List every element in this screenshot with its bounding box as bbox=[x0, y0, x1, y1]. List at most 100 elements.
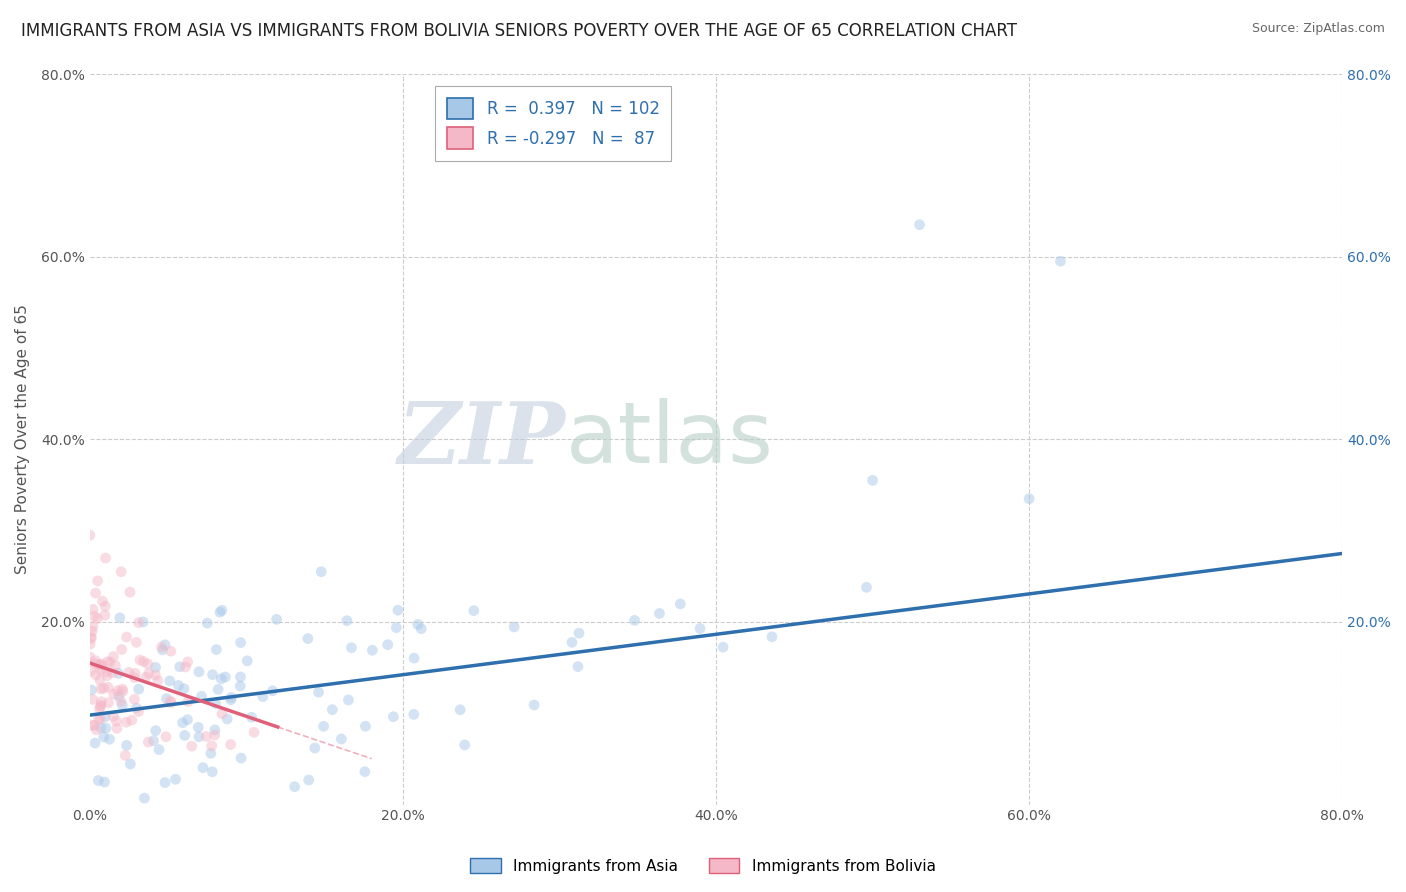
Point bbox=[101, 665, 124, 680]
Point bbox=[252, 690, 274, 704]
Point bbox=[82, 692, 104, 706]
Point bbox=[80, 630, 103, 644]
Point bbox=[97, 655, 120, 669]
Point bbox=[159, 673, 181, 688]
Point bbox=[354, 719, 377, 733]
Point bbox=[312, 719, 335, 733]
Point bbox=[214, 670, 236, 684]
Point bbox=[669, 597, 692, 611]
Point bbox=[136, 657, 159, 671]
Point bbox=[98, 732, 121, 747]
Point bbox=[337, 693, 360, 707]
Point bbox=[561, 635, 583, 649]
Point bbox=[150, 640, 173, 654]
Point bbox=[90, 657, 112, 671]
Point bbox=[94, 608, 117, 623]
Point bbox=[243, 725, 266, 739]
Point bbox=[855, 580, 877, 594]
Point bbox=[94, 710, 117, 724]
Point bbox=[187, 730, 209, 744]
Point bbox=[146, 673, 169, 688]
Point bbox=[105, 722, 128, 736]
Point bbox=[385, 621, 408, 635]
Point bbox=[128, 705, 150, 719]
Point bbox=[411, 622, 433, 636]
Point bbox=[115, 715, 138, 730]
Point bbox=[118, 585, 141, 599]
Point bbox=[104, 658, 127, 673]
Point bbox=[93, 681, 115, 696]
Point bbox=[211, 706, 233, 721]
Point bbox=[84, 668, 107, 682]
Point bbox=[89, 701, 111, 715]
Point bbox=[219, 738, 242, 752]
Point bbox=[463, 604, 485, 618]
Text: ZIP: ZIP bbox=[398, 398, 565, 481]
Point bbox=[90, 695, 112, 709]
Point bbox=[124, 666, 146, 681]
Point bbox=[79, 664, 101, 678]
Text: Source: ZipAtlas.com: Source: ZipAtlas.com bbox=[1251, 22, 1385, 36]
Point bbox=[297, 632, 319, 646]
Point bbox=[148, 742, 170, 756]
Point bbox=[207, 682, 229, 697]
Point bbox=[387, 603, 409, 617]
Point bbox=[568, 626, 591, 640]
Point bbox=[449, 703, 471, 717]
Point bbox=[204, 697, 226, 711]
Point bbox=[219, 692, 242, 706]
Point bbox=[87, 773, 110, 788]
Point bbox=[86, 611, 108, 625]
Point bbox=[404, 651, 426, 665]
Point bbox=[195, 616, 218, 631]
Point bbox=[201, 667, 224, 681]
Point bbox=[94, 599, 117, 614]
Point bbox=[240, 710, 263, 724]
Point bbox=[111, 684, 134, 698]
Point bbox=[209, 672, 232, 686]
Legend: R =  0.397   N = 102, R = -0.297   N =  87: R = 0.397 N = 102, R = -0.297 N = 87 bbox=[434, 86, 672, 161]
Point bbox=[124, 692, 146, 706]
Point bbox=[103, 709, 125, 723]
Point bbox=[155, 691, 177, 706]
Point bbox=[84, 736, 107, 750]
Point bbox=[309, 565, 332, 579]
Y-axis label: Seniors Poverty Over the Age of 65: Seniors Poverty Over the Age of 65 bbox=[15, 304, 30, 574]
Point bbox=[211, 603, 233, 617]
Point bbox=[89, 699, 111, 714]
Point bbox=[125, 635, 148, 649]
Point bbox=[354, 764, 377, 779]
Point bbox=[862, 474, 884, 488]
Point bbox=[136, 735, 159, 749]
Point bbox=[201, 739, 224, 753]
Point bbox=[138, 666, 160, 681]
Point bbox=[173, 681, 195, 696]
Point bbox=[152, 643, 174, 657]
Point bbox=[177, 694, 200, 708]
Point bbox=[172, 715, 194, 730]
Point bbox=[262, 683, 284, 698]
Point bbox=[132, 615, 155, 629]
Point bbox=[115, 739, 138, 753]
Point bbox=[89, 712, 111, 726]
Point bbox=[94, 551, 117, 566]
Point bbox=[90, 721, 112, 735]
Point bbox=[190, 690, 212, 704]
Point bbox=[87, 712, 110, 726]
Point bbox=[761, 630, 783, 644]
Point bbox=[79, 528, 101, 542]
Point bbox=[180, 739, 202, 753]
Point bbox=[229, 679, 252, 693]
Point bbox=[107, 683, 129, 698]
Point bbox=[648, 607, 671, 621]
Point bbox=[236, 654, 259, 668]
Point bbox=[908, 218, 931, 232]
Point bbox=[201, 764, 224, 779]
Point bbox=[90, 681, 112, 696]
Point bbox=[103, 687, 125, 701]
Point bbox=[105, 714, 128, 728]
Text: atlas: atlas bbox=[565, 398, 773, 481]
Point bbox=[165, 772, 187, 787]
Point bbox=[82, 602, 104, 616]
Point bbox=[195, 730, 218, 744]
